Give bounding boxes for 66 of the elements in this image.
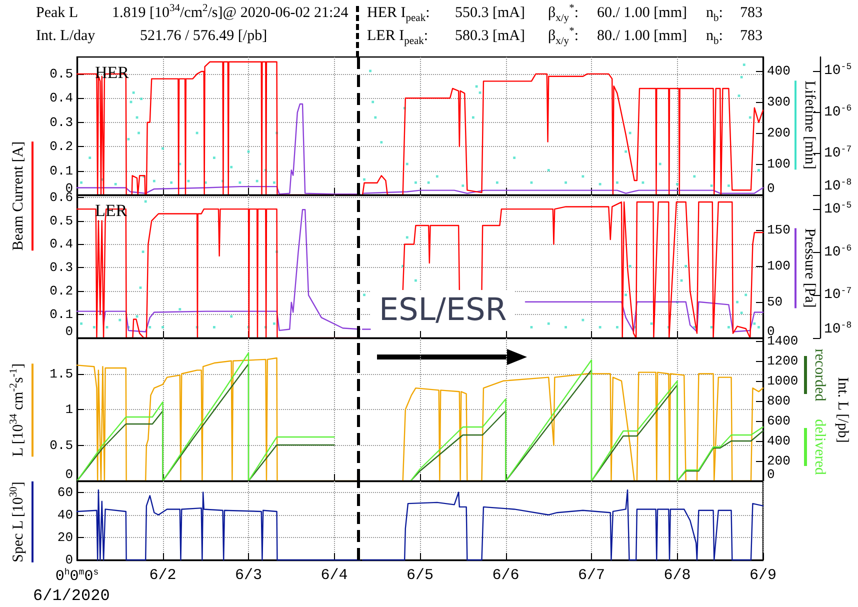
y-tick-label: 0.3 <box>50 260 73 276</box>
x-tick-label: 6/8 <box>664 567 691 584</box>
text: 783 <box>740 27 762 45</box>
text: 60./ 1.00 [mm] <box>597 4 687 22</box>
y2-tick-label: 600 <box>767 414 790 428</box>
y2-tick-label: 0 <box>767 181 775 196</box>
y-tick-label: 60 <box>57 484 73 500</box>
x-tick-label: 6/5 <box>406 567 434 584</box>
text: 6/1/2020 <box>33 587 110 605</box>
x-tick-label: 6/4 <box>320 567 348 584</box>
text: β$_{x/y}$$^{*}$: <box>548 26 578 47</box>
y2-tick-label: 50 <box>767 294 783 310</box>
annotation: ESL/ESR <box>371 290 515 330</box>
y2-tick-label: 1000 <box>767 374 798 388</box>
text: 521.76 / 576.49 [/pb] <box>140 27 268 45</box>
y2-tick-label: 1200 <box>767 354 798 368</box>
y2-tick-label: 0 <box>767 467 775 482</box>
y-tick-label: 1 <box>65 402 74 417</box>
text: 80./ 1.00 [mm] <box>597 27 687 45</box>
y2-tick-label: 200 <box>767 125 790 140</box>
y-tick-label: 40 <box>57 507 73 522</box>
x-tick-label: 6/7 <box>578 567 606 584</box>
y-tick-label: 0.2 <box>50 284 73 299</box>
y-tick-label: 0.1 <box>50 307 74 322</box>
text: 1.819 [10$^{34}$/cm$^{2}$/s]@ 2020-06-02 21:24 <box>112 3 348 22</box>
text: 580.3 [mA] <box>455 27 525 45</box>
y-tick-label: 0 <box>65 324 73 339</box>
y-tick-label: 0.5 <box>50 438 73 453</box>
y-tick-label: 20 <box>57 530 73 545</box>
y2-tick-label: 200 <box>767 454 790 468</box>
y-tick-label: 0 <box>65 552 73 568</box>
y2-axis-title: Lifetime [min] <box>794 80 818 170</box>
y-tick-label: 0 <box>65 467 73 482</box>
y-tick-label: 1.5 <box>50 366 73 382</box>
y2-tick-label: 100 <box>767 156 790 172</box>
text: 783 <box>740 4 762 22</box>
x-tick-label: 6/3 <box>234 567 262 584</box>
y2-tick-label: 800 <box>767 394 790 408</box>
x-tick-label: 6/9 <box>749 567 777 584</box>
y2-axis-title: Int. L [/pb] <box>834 377 850 443</box>
text: Int. L/day <box>36 27 96 45</box>
text: delivered <box>810 419 828 475</box>
y2-tick-label: 150 <box>767 222 790 238</box>
y-axis-title: Beam Current [A] <box>10 141 34 251</box>
y-tick-label: 0.2 <box>50 139 73 154</box>
y-tick-label: 0.1 <box>50 163 74 178</box>
text: Peak L <box>36 4 78 22</box>
y-tick-label: 0.3 <box>50 114 73 130</box>
text: β$_{x/y}$$^{*}$: <box>548 3 578 24</box>
y2-tick-label: 100 <box>767 258 790 274</box>
y-tick-label: 0.4 <box>50 236 74 252</box>
y2-tick-label: 400 <box>767 434 790 448</box>
x-tick-label: 6/2 <box>149 567 176 584</box>
y2-tick-label: 300 <box>767 94 790 110</box>
text: HER I$_{peak}$: <box>367 4 430 24</box>
y2-tick-label: 400 <box>767 63 790 78</box>
y-tick-label: 0.4 <box>50 90 74 106</box>
y3-axis-title: Pressure [Pa] <box>794 228 818 308</box>
text: 550.3 [mA] <box>455 4 525 22</box>
y-tick-label: 0.5 <box>50 213 73 228</box>
text: LER I$_{peak}$: <box>367 27 428 47</box>
text: n$_{b}$: <box>706 4 723 24</box>
text: n$_{b}$: <box>706 27 723 47</box>
x-tick-label: 6/6 <box>492 567 520 584</box>
y-tick-label: 0.5 <box>50 66 73 82</box>
text: recorded <box>810 348 828 402</box>
